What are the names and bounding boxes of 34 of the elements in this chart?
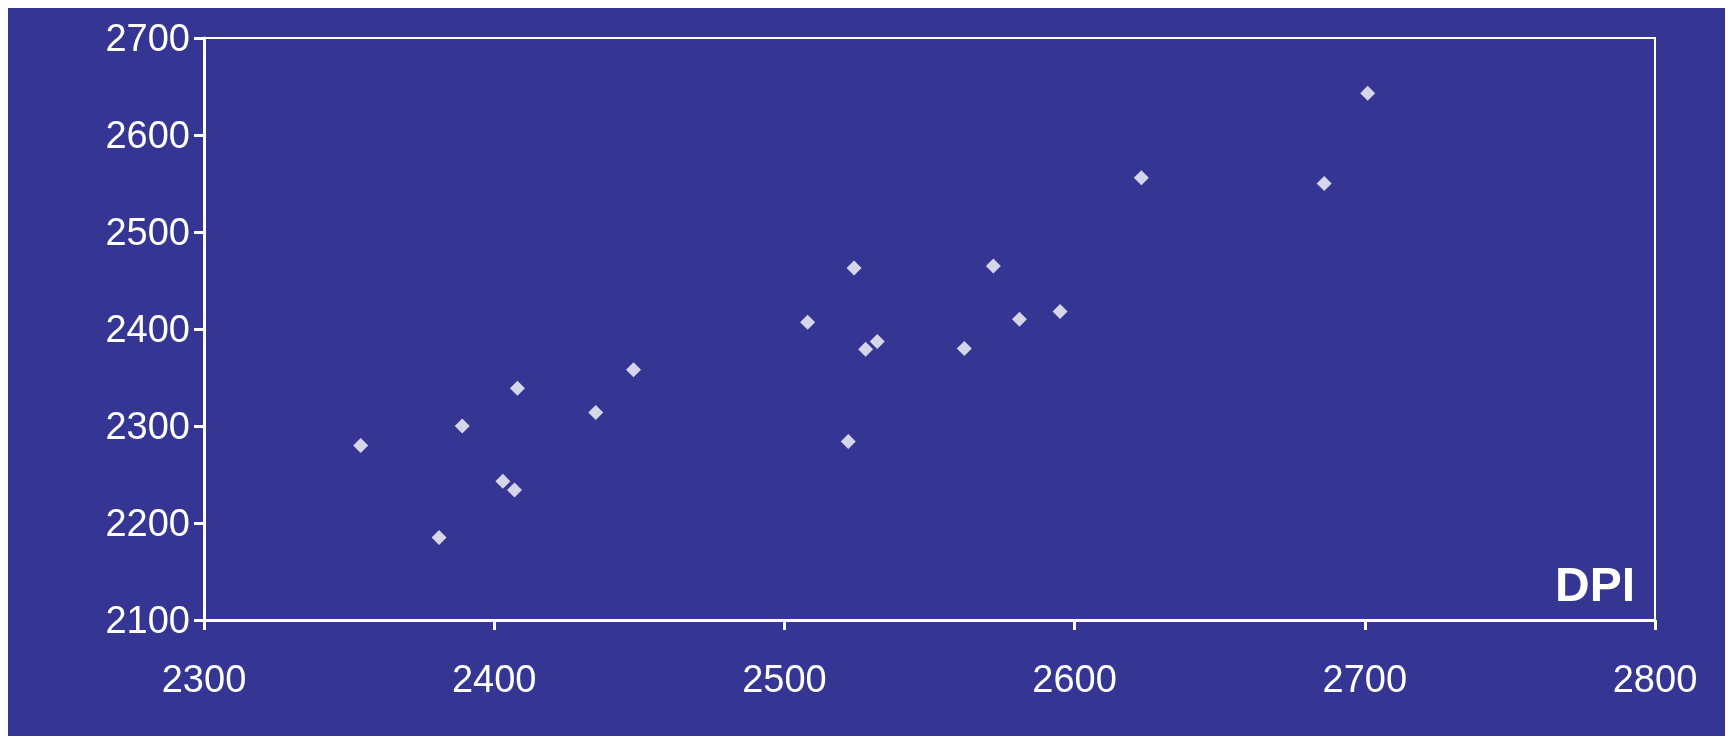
point bbox=[1316, 176, 1332, 191]
y-tick-label: 2400 bbox=[105, 308, 190, 350]
y-tick-label: 2600 bbox=[105, 114, 190, 156]
y-tick-label: 2500 bbox=[105, 211, 190, 253]
point bbox=[588, 404, 604, 420]
x-tick-label: 2400 bbox=[451, 658, 537, 700]
point bbox=[495, 473, 511, 489]
point bbox=[626, 362, 641, 378]
point bbox=[846, 260, 862, 276]
point bbox=[858, 341, 874, 357]
y-tick-label: 2700 bbox=[105, 17, 190, 59]
y-tick-label: 2300 bbox=[105, 405, 190, 447]
point bbox=[840, 434, 856, 450]
point bbox=[1133, 170, 1149, 186]
y-tick-label: 2200 bbox=[105, 502, 190, 544]
point bbox=[353, 437, 369, 453]
point bbox=[985, 258, 1001, 274]
annotation: DPI bbox=[1554, 557, 1635, 611]
point bbox=[509, 380, 525, 396]
point bbox=[1360, 85, 1376, 101]
x-tick-label: 2500 bbox=[742, 658, 827, 700]
point bbox=[869, 334, 885, 350]
y-tick-label: 2100 bbox=[105, 599, 190, 641]
x-tick-label: 2300 bbox=[161, 658, 247, 700]
point bbox=[454, 418, 470, 434]
point bbox=[507, 482, 523, 498]
point bbox=[431, 530, 447, 546]
point bbox=[800, 314, 816, 330]
point bbox=[1052, 304, 1068, 320]
x-tick-label: 2800 bbox=[1612, 658, 1698, 700]
point bbox=[1011, 311, 1027, 327]
x-tick-label: 2600 bbox=[1032, 658, 1117, 700]
point bbox=[956, 340, 972, 356]
x-tick-label: 2700 bbox=[1322, 658, 1408, 700]
